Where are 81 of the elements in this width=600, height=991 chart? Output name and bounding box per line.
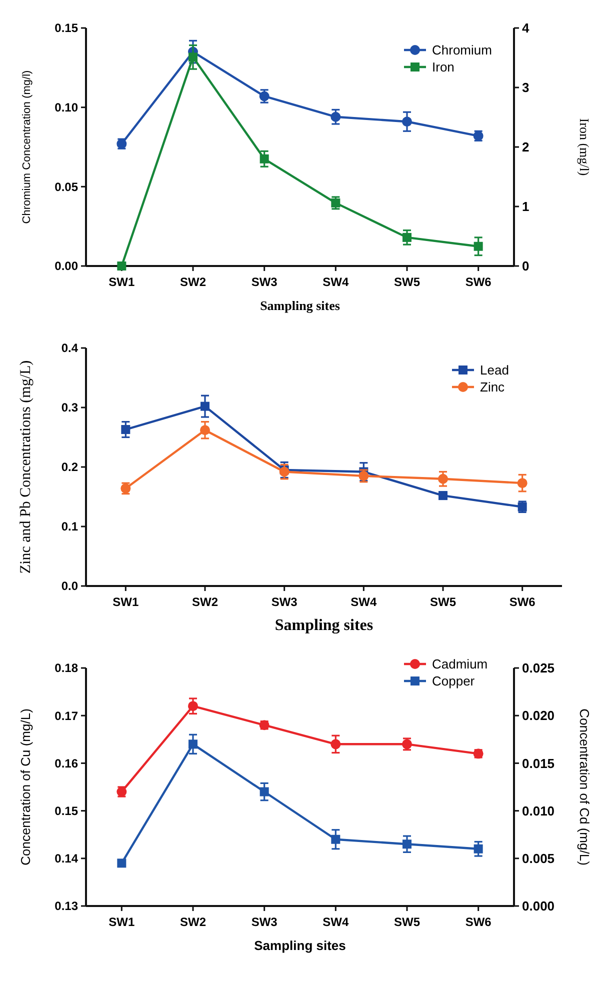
y-tick-label: 0.05 xyxy=(54,180,78,194)
y-axis-title: Chromium Concentration (mg/l) xyxy=(21,70,33,224)
y2-tick-label: 4 xyxy=(522,20,530,36)
x-tick-label: SW1 xyxy=(108,915,135,929)
legend-label: Iron xyxy=(432,60,454,75)
y2-axis-title: Concentration of Cd (mg/L) xyxy=(577,708,592,866)
point xyxy=(438,491,448,500)
point xyxy=(200,402,210,411)
x-axis-title: Sampling sites xyxy=(254,938,346,953)
x-tick-label: SW6 xyxy=(509,595,536,609)
point xyxy=(474,844,483,854)
x-tick-label: SW4 xyxy=(350,595,377,609)
x-tick-label: SW2 xyxy=(192,595,218,609)
y-tick-label: 0.10 xyxy=(54,100,78,115)
point xyxy=(402,840,412,849)
y2-tick-label: 1 xyxy=(522,199,530,214)
point xyxy=(200,425,210,436)
y-tick-label: 0.13 xyxy=(54,899,78,914)
point xyxy=(260,787,269,796)
point xyxy=(331,834,340,844)
legend-label: Zinc xyxy=(480,380,506,395)
point xyxy=(330,739,341,750)
point xyxy=(402,116,412,127)
point xyxy=(331,198,340,208)
y-axis-title: Zinc and Pb Concentrations (mg/L) xyxy=(18,360,34,574)
x-tick-label: SW3 xyxy=(251,275,278,289)
y-tick-label: 0.17 xyxy=(54,708,78,723)
y2-tick-label: 0.010 xyxy=(522,803,555,818)
y2-tick-label: 3 xyxy=(522,80,530,96)
y2-axis-title: Iron (mg/l) xyxy=(577,118,592,176)
x-tick-label: SW5 xyxy=(430,595,456,609)
point xyxy=(260,154,269,164)
y-tick-label: 0.16 xyxy=(54,756,78,770)
legend-label: Copper xyxy=(432,674,476,689)
x-tick-label: SW6 xyxy=(465,915,492,929)
point xyxy=(279,466,290,477)
y2-tick-label: 0.020 xyxy=(522,708,555,724)
point xyxy=(438,474,448,484)
y2-tick-label: 0.000 xyxy=(522,898,555,914)
y-tick-label: 0.14 xyxy=(54,852,78,866)
y-tick-label: 0.3 xyxy=(61,400,78,415)
y2-tick-label: 0.015 xyxy=(522,756,555,771)
point xyxy=(188,52,198,62)
y-tick-label: 0.1 xyxy=(61,520,78,534)
y-tick-label: 0.18 xyxy=(54,661,78,676)
point xyxy=(121,425,130,434)
point xyxy=(117,262,126,270)
y-tick-label: 0.0 xyxy=(61,579,78,594)
x-tick-label: SW4 xyxy=(322,915,349,929)
y2-tick-label: 0.005 xyxy=(522,850,555,866)
x-tick-label: SW5 xyxy=(394,275,420,289)
y-tick-label: 0.15 xyxy=(54,21,78,36)
x-tick-label: SW3 xyxy=(251,915,278,929)
x-tick-label: SW1 xyxy=(108,275,135,289)
y-tick-label: 0.2 xyxy=(61,460,78,474)
point xyxy=(402,232,412,242)
x-tick-label: SW2 xyxy=(180,275,206,289)
y-tick-label: 0.15 xyxy=(54,804,78,818)
y-tick-label: 0.4 xyxy=(61,341,78,356)
x-tick-label: SW3 xyxy=(271,595,298,609)
point xyxy=(188,740,198,749)
legend-label: Chromium xyxy=(432,42,492,58)
point xyxy=(330,112,341,122)
y2-tick-label: 2 xyxy=(522,140,530,155)
x-tick-label: SW6 xyxy=(465,275,492,289)
y2-tick-label: 0.025 xyxy=(522,660,555,676)
legend-label: Cadmium xyxy=(432,656,488,672)
x-axis-title: Sampling sites xyxy=(260,298,340,313)
y2-tick-label: 0 xyxy=(522,258,530,274)
y-axis-title: Concentration of Cu (mg/L) xyxy=(18,708,33,866)
y-tick-label: 0.00 xyxy=(54,259,78,274)
x-tick-label: SW1 xyxy=(112,595,139,609)
point xyxy=(474,242,483,251)
point xyxy=(188,701,198,712)
x-tick-label: SW5 xyxy=(394,915,420,929)
x-tick-label: SW2 xyxy=(180,915,206,929)
x-axis-title: Sampling sites xyxy=(274,617,374,634)
point xyxy=(117,858,126,868)
x-tick-label: SW4 xyxy=(322,275,349,289)
point xyxy=(517,478,528,488)
legend-label: Lead xyxy=(480,362,509,378)
